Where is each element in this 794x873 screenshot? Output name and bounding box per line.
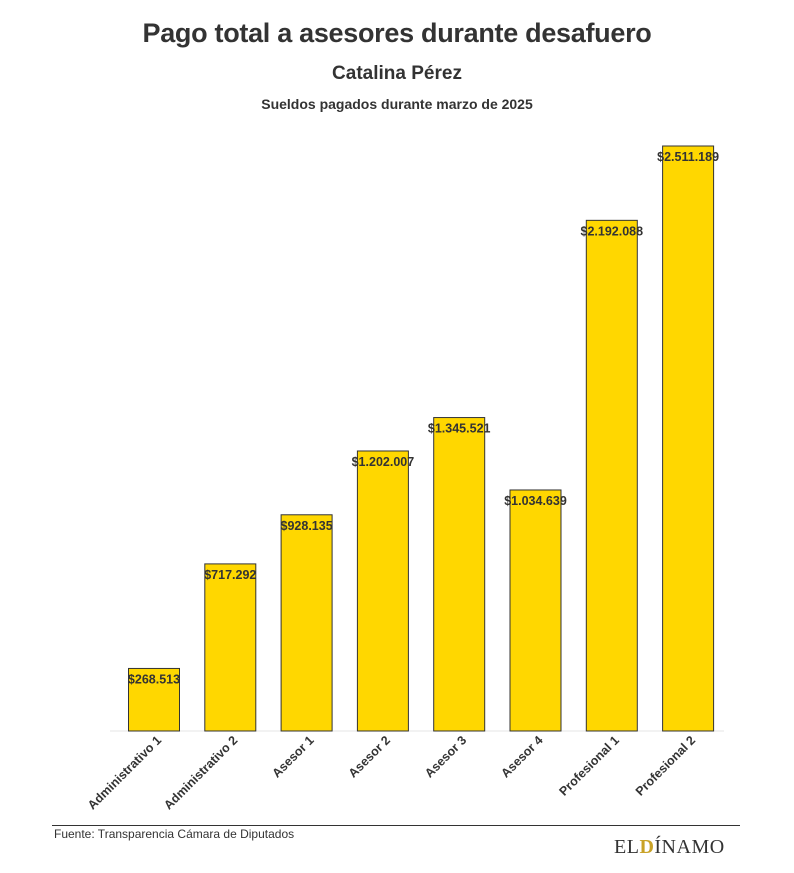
x-tick-label: Asesor 2 <box>346 733 393 780</box>
bar-3 <box>280 514 333 732</box>
bar-value-label: $928.135 <box>281 519 333 533</box>
footer-divider <box>52 825 740 826</box>
bar-8 <box>662 145 715 732</box>
bar-4 <box>356 450 409 732</box>
bar-5 <box>433 417 486 732</box>
bar-value-label: $1.202.007 <box>352 455 415 469</box>
source-note: Fuente: Transparencia Cámara de Diputado… <box>54 827 295 841</box>
x-tick-label: Administrativo 2 <box>161 733 240 812</box>
bar-value-label: $2.192.088 <box>581 224 644 238</box>
logo-mark: D <box>639 836 655 858</box>
logo-text-right: ÍNAMO <box>654 836 725 858</box>
x-tick-label: Asesor 1 <box>269 733 316 780</box>
bar-value-label: $268.513 <box>128 672 180 686</box>
logo-text-left: EL <box>614 836 640 858</box>
x-tick-label: Asesor 3 <box>422 733 469 780</box>
bar-value-label: $2.511.189 <box>657 150 719 164</box>
bar-6 <box>509 489 562 732</box>
bar-value-label: $717.292 <box>204 568 256 582</box>
bar-2 <box>204 563 257 732</box>
x-tick-label: Profesional 1 <box>557 733 622 798</box>
chart-title: Pago total a asesores durante desafuero <box>142 18 652 48</box>
x-tick-label: Administrativo 1 <box>85 733 164 812</box>
bar-value-label: $1.034.639 <box>504 494 567 508</box>
x-tick-label: Asesor 4 <box>498 733 545 780</box>
bar-1 <box>128 667 180 732</box>
x-tick-label: Profesional 2 <box>633 733 698 798</box>
bar-7 <box>585 219 638 732</box>
chart-subtitle: Catalina Pérez <box>332 63 462 84</box>
bar-value-label: $1.345.521 <box>428 422 491 436</box>
chart-description: Sueldos pagados durante marzo de 2025 <box>261 96 533 112</box>
brand-logo: ELDÍNAMO <box>614 836 725 859</box>
